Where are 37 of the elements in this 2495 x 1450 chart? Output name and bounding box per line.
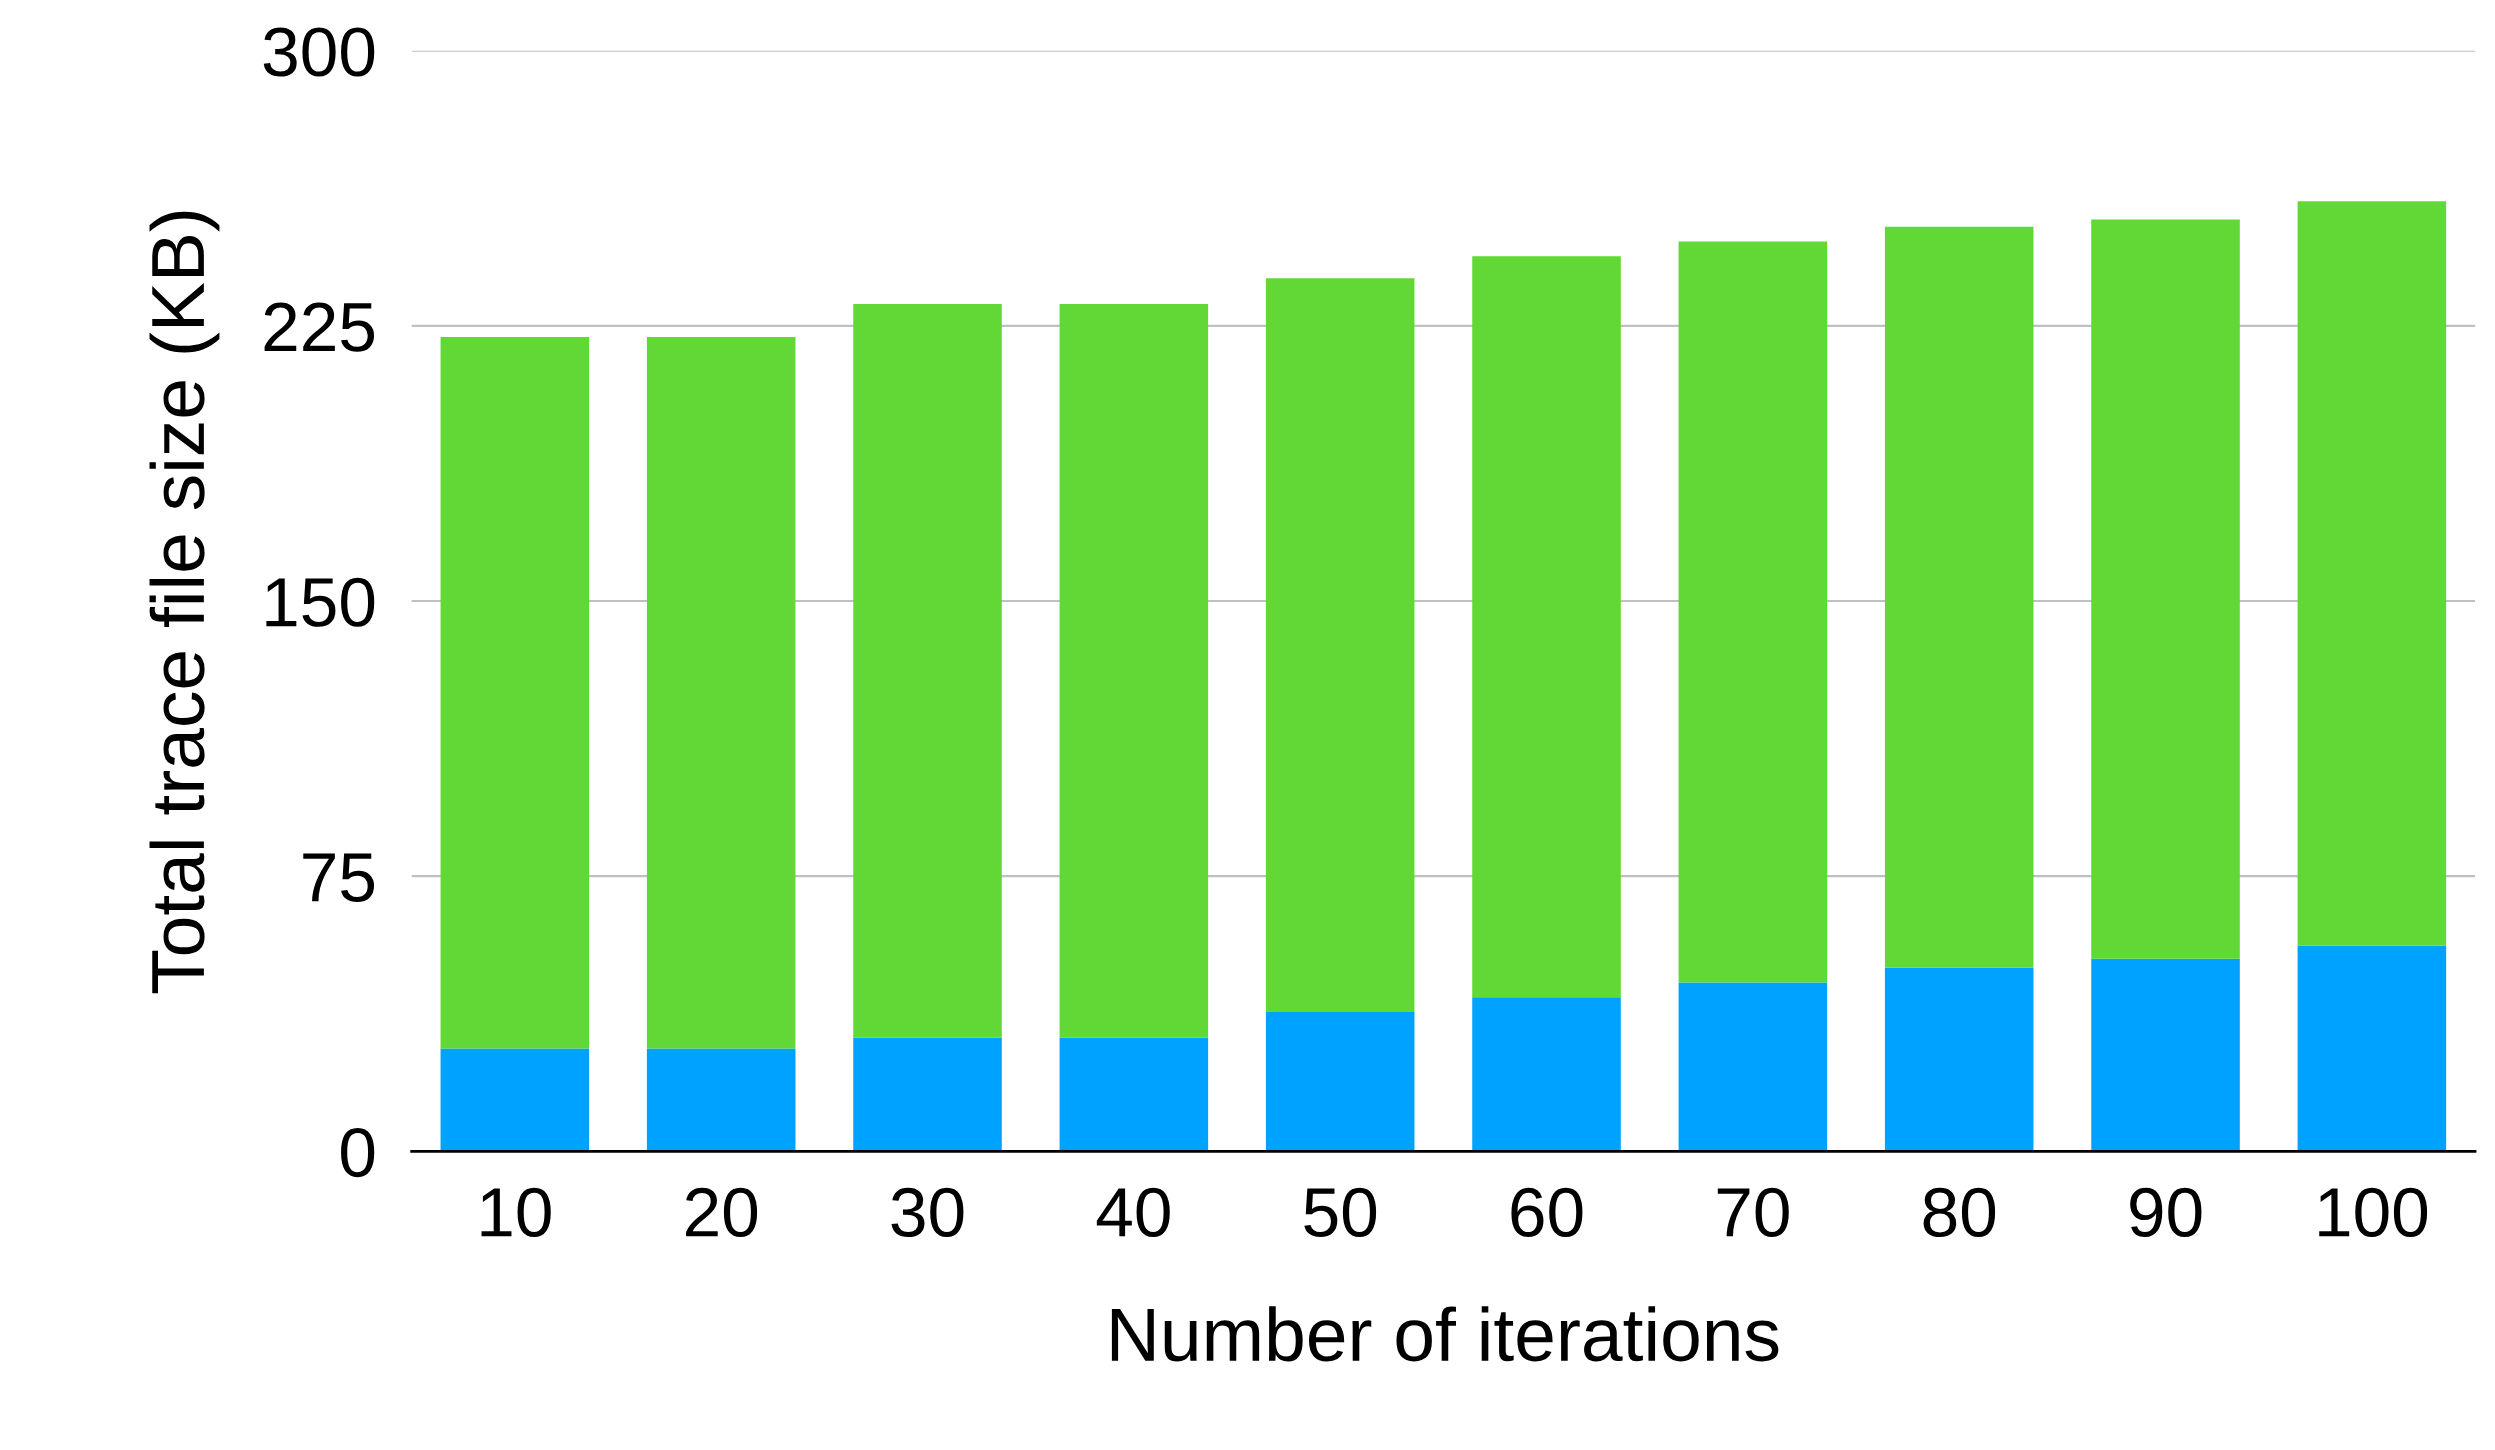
x-tick-label: 60 <box>1511 1187 1583 1238</box>
bar <box>2297 201 2447 946</box>
x-tick-label: 30 <box>891 1187 964 1238</box>
x-tick-label: 10 <box>481 1187 551 1238</box>
x-tick-label: 40 <box>1096 1187 1170 1238</box>
y-tick-label: 225 <box>264 302 375 352</box>
x-tick-label: 90 <box>2130 1187 2202 1238</box>
x-tick-label: 80 <box>1923 1187 1996 1238</box>
bar <box>2091 219 2240 959</box>
bar <box>1265 278 1415 1012</box>
y-axis-title: Total trace file size (KB) <box>149 211 220 994</box>
bar <box>1265 1011 1415 1152</box>
y-tick-label: 0 <box>341 1127 375 1178</box>
y-tick-label: 150 <box>266 577 375 627</box>
y-tick-label: 300 <box>263 27 375 77</box>
bar <box>1884 226 2034 968</box>
x-tick-label: 20 <box>686 1187 758 1238</box>
bar <box>440 1048 590 1152</box>
bar <box>1678 241 1828 983</box>
bar <box>1884 967 2034 1152</box>
bar <box>1472 997 1621 1152</box>
x-tick-label: 70 <box>1717 1187 1789 1238</box>
bar <box>1059 1037 1209 1152</box>
bar <box>646 1048 796 1152</box>
bar <box>1678 982 1828 1152</box>
bar <box>853 303 1002 1038</box>
bar <box>2091 958 2240 1152</box>
x-tick-label: 50 <box>1304 1187 1377 1238</box>
bar <box>646 336 796 1049</box>
bar <box>1059 303 1209 1038</box>
x-tick-label: 100 <box>2319 1187 2428 1238</box>
bar <box>853 1037 1002 1152</box>
bar <box>2297 945 2447 1152</box>
y-tick-label: 75 <box>303 853 375 903</box>
bar <box>440 336 590 1049</box>
bar <box>1472 256 1621 998</box>
x-axis-title: Number of iterations <box>1111 1306 1779 1362</box>
